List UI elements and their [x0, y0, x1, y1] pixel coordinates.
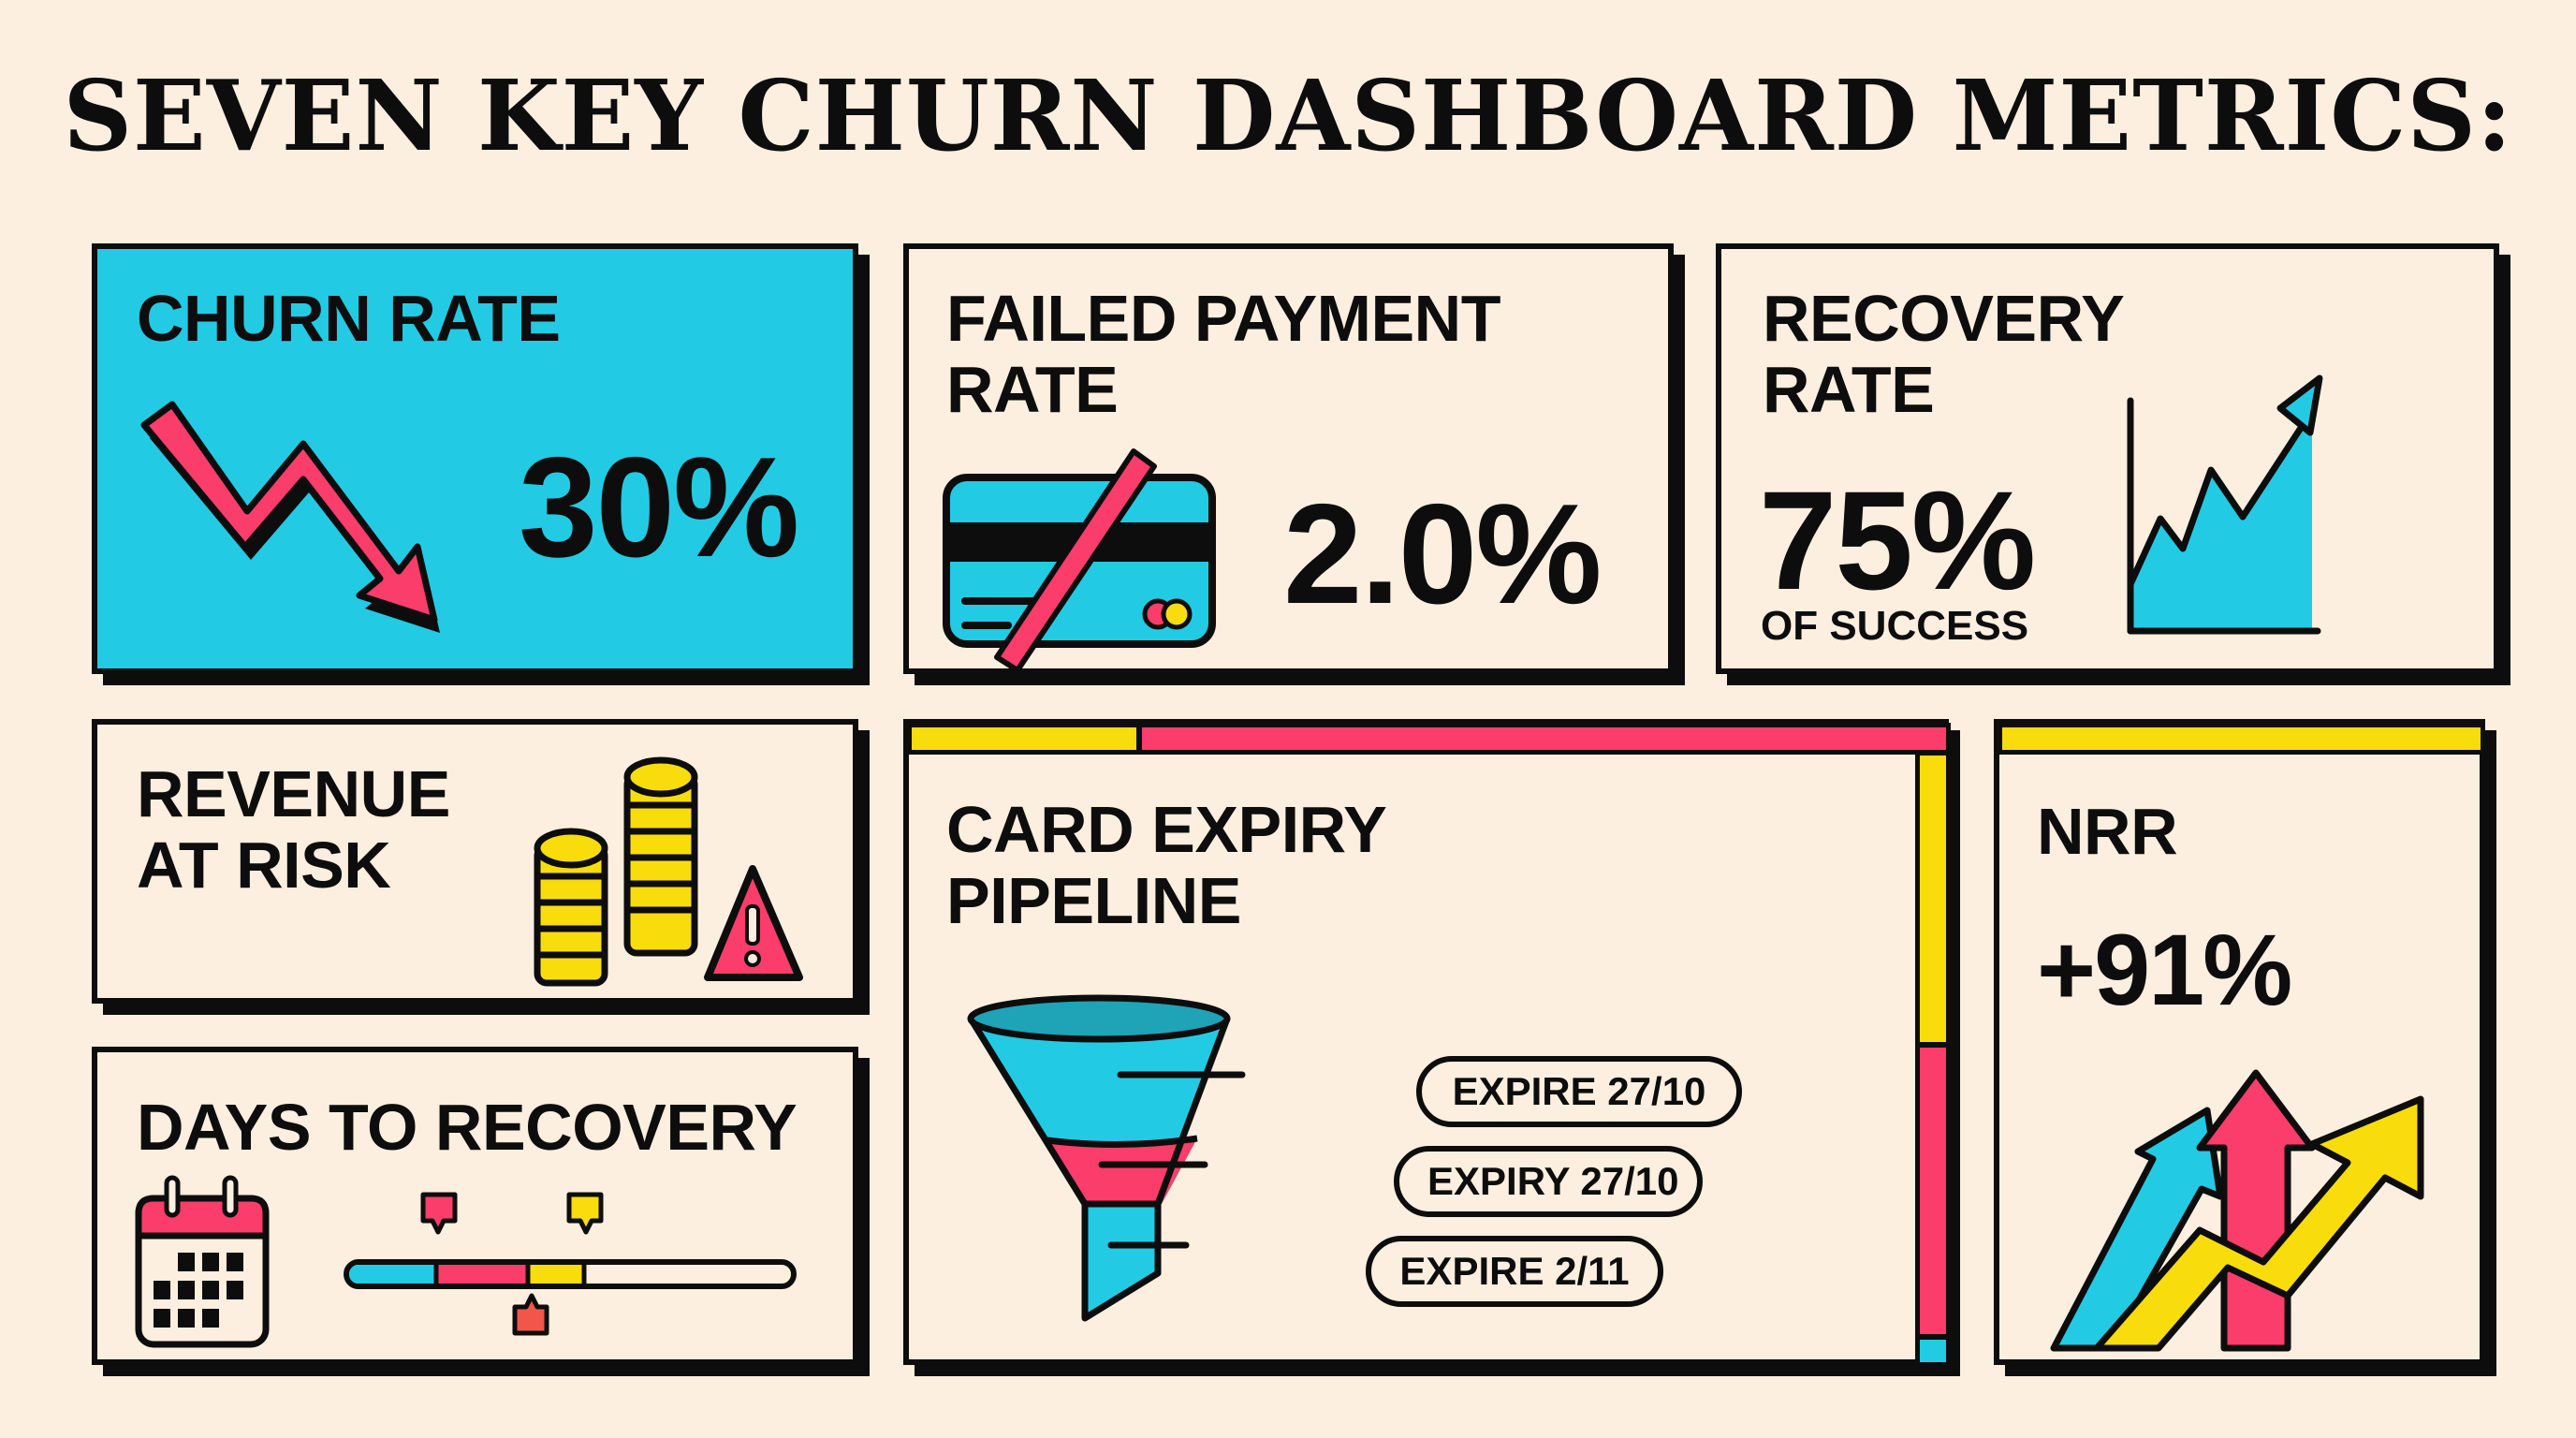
card-revenue-at-risk: REVENUE AT RISK — [92, 719, 858, 1004]
card-days-to-recovery: DAYS TO RECOVERY — [92, 1047, 858, 1365]
coin-stacks-warning-icon — [534, 756, 803, 987]
revenue-at-risk-label: REVENUE AT RISK — [137, 757, 450, 902]
failed-payment-rate-value: 2.0% — [1283, 475, 1602, 634]
card-nrr: NRR +91% — [1994, 719, 2485, 1365]
zigzag-down-arrow-icon — [140, 401, 440, 633]
recovery-rate-value: 75% — [1759, 462, 2036, 619]
nrr-value: +91% — [2037, 913, 2292, 1026]
calendar-icon — [135, 1175, 270, 1348]
card-expiry-pipeline-label: CARD EXPIRY PIPELINE — [946, 793, 1387, 937]
accent-bar-yellow-side — [1915, 751, 1951, 1047]
days-to-recovery-label: DAYS TO RECOVERY — [137, 1091, 798, 1164]
page-title: SEVEN KEY CHURN DASHBOARD METRICS: — [63, 58, 2513, 173]
rising-area-chart-icon — [2127, 374, 2323, 635]
accent-bar-yellow-top — [1998, 723, 2485, 755]
nrr-label: NRR — [2037, 795, 2178, 868]
failed-payment-rate-label: FAILED PAYMENT RATE — [946, 282, 1500, 426]
accent-bar-yellow-top — [907, 723, 1141, 755]
churn-rate-label: CHURN RATE — [137, 282, 561, 355]
accent-bar-pink-top — [1137, 723, 1951, 755]
accent-bar-cyan-side — [1915, 1335, 1951, 1367]
growth-arrows-icon — [2050, 1069, 2424, 1352]
expiry-stage-pill: EXPIRE 27/10 — [1416, 1056, 1742, 1127]
card-failed-payment-rate: FAILED PAYMENT RATE 2.0% — [903, 243, 1674, 674]
recovery-rate-label: RECOVERY RATE — [1763, 282, 2125, 426]
expiry-stage-pill: EXPIRE 2/11 — [1366, 1236, 1663, 1307]
card-recovery-rate: RECOVERY RATE 75% OF SUCCESS — [1716, 243, 2499, 674]
card-card-expiry-pipeline: CARD EXPIRY PIPELINE EXPIRE 27/10 EXPIRY… — [903, 719, 1951, 1367]
accent-bar-pink-side — [1915, 1043, 1951, 1339]
crossed-credit-card-icon — [943, 448, 1216, 673]
expiry-stage-pill: EXPIRY 27/10 — [1394, 1146, 1703, 1217]
recovery-timeline-icon — [344, 1192, 797, 1336]
card-churn-rate: CHURN RATE 30% — [92, 243, 858, 674]
funnel-icon — [967, 994, 1246, 1322]
recovery-rate-sublabel: OF SUCCESS — [1761, 603, 2029, 649]
churn-rate-value: 30% — [519, 428, 799, 587]
